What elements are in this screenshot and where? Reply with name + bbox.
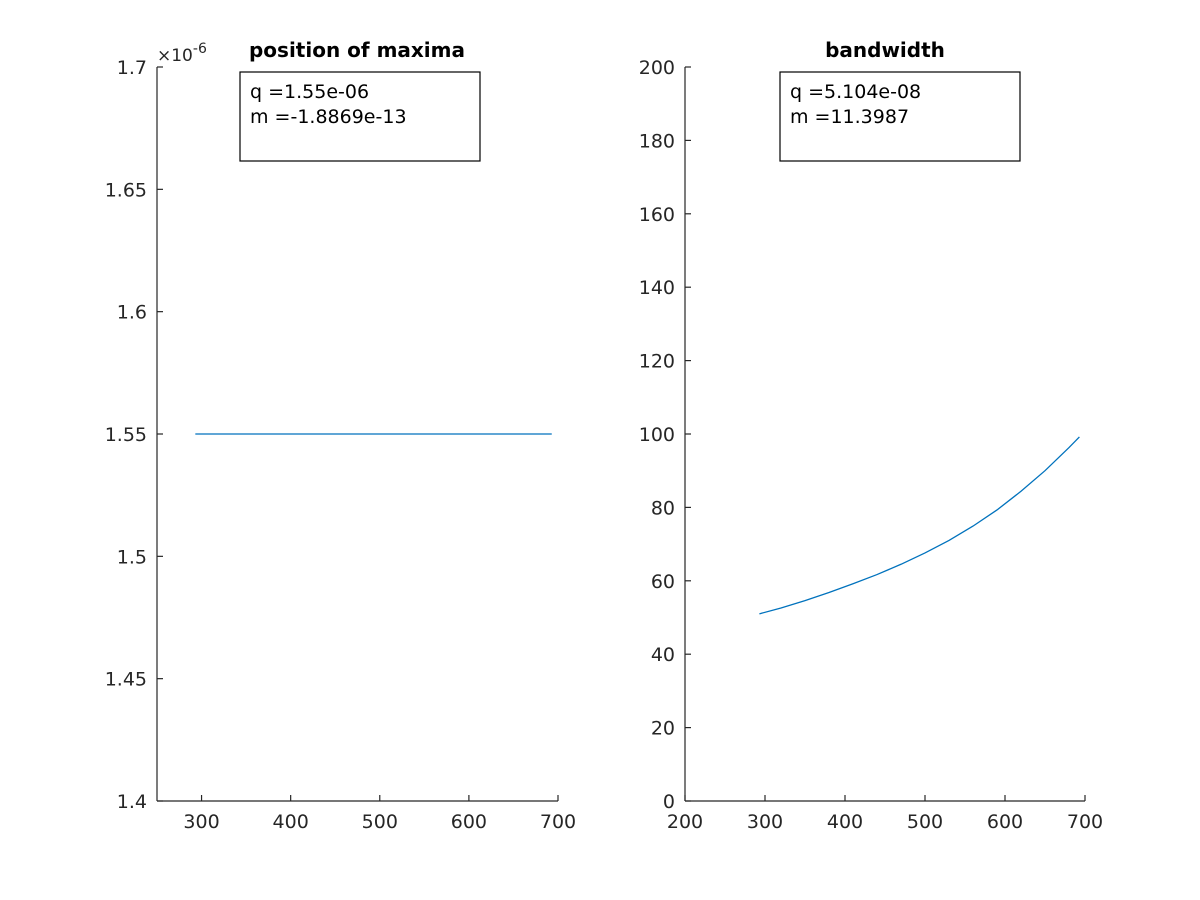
annotation-box bbox=[239, 71, 481, 162]
y-tick-label: 60 bbox=[651, 571, 675, 593]
x-tick-label: 700 bbox=[540, 811, 576, 833]
subplot-1: 300 400 500 600 700 1.4 1.45 1.5 1.55 1.6 1.65 1.7 ×… bbox=[105, 38, 576, 833]
y-tick-label: 1.45 bbox=[105, 669, 147, 691]
y-tick-label: 200 bbox=[639, 57, 675, 79]
y-exponent-power: -6 bbox=[193, 41, 207, 57]
x-tick-label: 400 bbox=[827, 811, 863, 833]
y-tick-label: 180 bbox=[639, 130, 675, 152]
annotation-text: m =11.3987 bbox=[790, 106, 909, 128]
chart-title: position of maxima bbox=[249, 38, 465, 62]
y-tick-label: 20 bbox=[651, 718, 675, 740]
annotation-text: q =5.104e-08 bbox=[790, 81, 921, 103]
y-tick-label: 1.55 bbox=[105, 424, 147, 446]
y-tick-label: 100 bbox=[639, 424, 675, 446]
x-tick-label: 400 bbox=[273, 811, 309, 833]
subplot-2: 200 300 400 500 600 700 0 20 40 60 80 100 120 140 160 1… bbox=[639, 38, 1103, 833]
y-tick-label: 1.5 bbox=[117, 546, 147, 568]
y-tick-label: 160 bbox=[639, 204, 675, 226]
y-tick-label: 0 bbox=[663, 791, 675, 813]
x-tick-label: 500 bbox=[362, 811, 398, 833]
y-tick-label: 1.4 bbox=[117, 791, 147, 813]
y-tick-label: 120 bbox=[639, 351, 675, 373]
annotation-text: m =-1.8869e-13 bbox=[250, 106, 407, 128]
x-tick-label: 200 bbox=[667, 811, 703, 833]
y-tick-label: 1.65 bbox=[105, 179, 147, 201]
x-tick-label: 600 bbox=[987, 811, 1023, 833]
y-tick-label: 140 bbox=[639, 277, 675, 299]
annotation-box bbox=[779, 71, 1021, 162]
y-tick-label: 40 bbox=[651, 644, 675, 666]
y-tick-label: 80 bbox=[651, 497, 675, 519]
x-tick-label: 300 bbox=[747, 811, 783, 833]
y-tick-label: 1.6 bbox=[117, 302, 147, 324]
x-tick-label: 500 bbox=[907, 811, 943, 833]
annotation-text: q =1.55e-06 bbox=[250, 81, 369, 103]
y-exponent-label: ×10-6 bbox=[157, 41, 207, 66]
series-line bbox=[759, 436, 1080, 615]
chart-title: bandwidth bbox=[825, 38, 945, 62]
x-tick-label: 700 bbox=[1067, 811, 1103, 833]
y-tick-label: 1.7 bbox=[117, 57, 147, 79]
x-tick-label: 300 bbox=[183, 811, 219, 833]
x-tick-label: 600 bbox=[451, 811, 487, 833]
